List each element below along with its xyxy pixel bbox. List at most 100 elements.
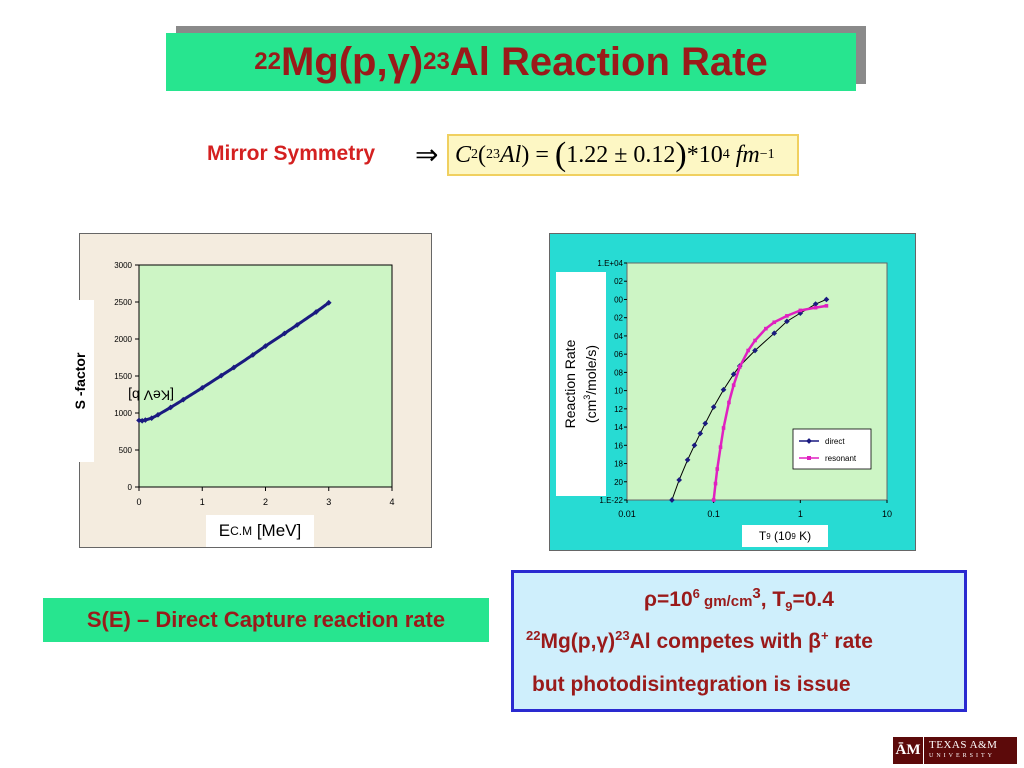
direct-point (676, 477, 683, 483)
slide-title: 22 Mg(p, γ) 23 Al Reaction Rate (166, 33, 856, 91)
resonant-point (737, 365, 742, 369)
direct-point (730, 371, 737, 378)
xlabel-part: (10 (770, 529, 792, 543)
info-text: Al competes with (629, 630, 809, 653)
title-part: Al Reaction Rate (449, 39, 768, 84)
y-tick-label: 1.E-22 (599, 496, 623, 505)
s-factor-point (262, 343, 269, 349)
s-factor-point (231, 364, 237, 371)
y-tick-label: 2500 (114, 298, 132, 307)
info-sup: 23 (615, 628, 630, 643)
resonant-point (785, 314, 789, 318)
xlabel-main: E (218, 521, 231, 540)
title-mass-number: 22 (254, 48, 281, 75)
formula-exp: 23 (486, 147, 501, 162)
formula-c: C (455, 141, 472, 168)
resonant-point (824, 304, 829, 308)
info-text: ) (608, 630, 616, 653)
y-tick-label: 00 (614, 295, 623, 304)
ylabel-line2: /mole/s) (582, 344, 599, 395)
s-factor-point (155, 412, 161, 418)
title-gamma: γ (387, 39, 410, 84)
atm-mark-icon: ĀM (893, 737, 924, 764)
s-factor-point (281, 330, 288, 337)
resonant-line (712, 304, 827, 501)
y-tick-label: 04 (614, 332, 623, 341)
ylabel-rest: [KeV b] (128, 387, 178, 404)
s-factor-point (148, 415, 155, 422)
s-factor-point (142, 417, 149, 423)
resonant-point (813, 305, 818, 310)
s-factor-chart: 0 500 1000 1500 2000 2500 3000 0 1 2 3 4 (114, 261, 394, 507)
reaction-rate-chart: 1.E-22 20 18 16 14 12 10 08 06 04 02 00 02 1.E+04 0.01… (597, 259, 892, 519)
info-text: =10 (657, 588, 693, 611)
title-mass-number: 23 (423, 48, 450, 75)
y-tick-label: 14 (614, 423, 623, 432)
y-tick-label: 06 (614, 350, 623, 359)
info-sup: 22 (526, 628, 541, 643)
y-tick-label: 20 (614, 478, 623, 487)
info-text: =0.4 (792, 588, 834, 611)
info-sup: 3 (752, 585, 761, 602)
x-tick-label: 4 (389, 497, 394, 507)
x-tick-label: 0.01 (618, 509, 636, 519)
xlabel-sub: 9 (766, 531, 771, 541)
direct-capture-label: S(E) – Direct Capture reaction rate (43, 598, 489, 642)
direct-point (823, 296, 830, 303)
rho-symbol: ρ (644, 588, 658, 611)
y-tick-label: 3000 (114, 261, 132, 270)
ylabel-sup: 3 (582, 394, 593, 400)
s-factor-ylabel: S -factor [KeV b] (66, 300, 174, 462)
info-text: rate (828, 630, 873, 653)
y-tick-label: 1000 (114, 409, 132, 418)
legend-marker (806, 438, 812, 444)
photodisintegration-line: but photodisintegration is issue (532, 673, 851, 696)
info-sup: + (820, 628, 829, 643)
xlabel-rest: [MeV] (252, 521, 302, 540)
ylabel-line1: Reaction Rate (562, 339, 579, 429)
resonant-point (753, 338, 757, 343)
x-tick-label: 0.1 (707, 509, 720, 519)
direct-point (697, 430, 704, 437)
s-factor-point (294, 322, 300, 328)
formula-paren: ( (554, 136, 567, 173)
x-tick-label: 0 (136, 497, 141, 507)
plot-area (138, 264, 393, 488)
info-text: Mg(p, (540, 630, 597, 653)
y-tick-label: 08 (614, 368, 623, 377)
y-tick-label: 500 (119, 446, 133, 455)
xlabel-part: T (758, 529, 767, 543)
direct-point (691, 442, 698, 449)
formula-value: 1.22 ± 0.12 (566, 141, 676, 168)
s-factor-point (218, 372, 225, 379)
resonant-point (798, 308, 803, 313)
resonant-point (721, 426, 726, 430)
formula-paren: ) (521, 141, 530, 168)
xlabel-sub: C.M (230, 524, 253, 538)
y-tick-label: 02 (614, 277, 623, 286)
texas-am-logo: ĀM TEXAS A&M UNIVERSITY (893, 737, 1017, 764)
info-sup: 6 (692, 586, 700, 601)
y-tick-label: 18 (614, 460, 623, 469)
density-temperature-line: ρ=106 gm/cm3, T9=0.4 (514, 585, 964, 614)
s-factor-line (138, 301, 330, 423)
gamma-symbol: γ (596, 630, 609, 653)
x-tick-label: 10 (882, 509, 892, 519)
legend-box (792, 428, 872, 470)
y-tick-label: 12 (614, 405, 623, 414)
formula-paren: ( (478, 141, 487, 168)
x-tick-label: 1 (200, 497, 205, 507)
reaction-rate-ylabel: Reaction Rate (cm3/mole/s) (556, 272, 606, 496)
formula-unit: fm (729, 141, 760, 168)
formula-paren: ) (675, 136, 687, 173)
y-tick-label: 1.E+04 (597, 259, 623, 268)
beta-symbol: β (808, 630, 821, 653)
mirror-symmetry-label: Mirror Symmetry (207, 142, 376, 165)
xlabel-sup: 9 (791, 531, 796, 541)
resonant-point (718, 445, 723, 449)
y-tick-label: 02 (614, 314, 623, 323)
resonant-point (711, 498, 716, 502)
y-tick-label: 1500 (114, 372, 132, 381)
